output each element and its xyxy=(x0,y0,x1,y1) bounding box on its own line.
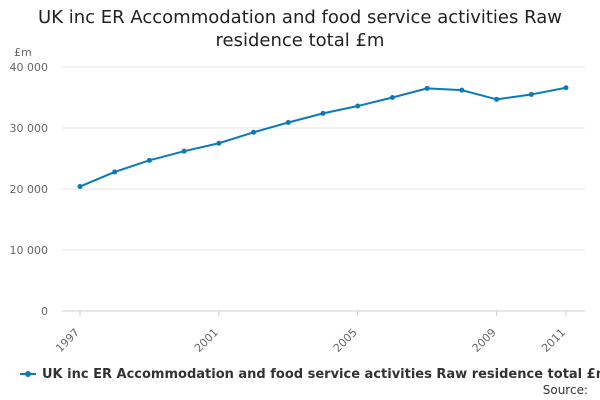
x-tick-label: 2009 xyxy=(470,326,499,355)
data-point xyxy=(216,140,222,146)
source-label: Source: xyxy=(542,383,588,397)
data-point xyxy=(251,129,257,135)
legend-swatch xyxy=(20,371,36,377)
data-point xyxy=(389,95,395,100)
legend-label: UK inc ER Accommodation and food service… xyxy=(42,366,600,382)
x-axis-ticks: 1997 2001 2005 2009 2011 xyxy=(53,311,568,355)
series-line xyxy=(79,86,567,188)
x-tick-label: 2005 xyxy=(331,326,360,355)
data-point xyxy=(320,110,326,116)
data-point xyxy=(494,96,500,102)
y-tick-label: 0 xyxy=(41,305,48,318)
y-tick-label: 20 000 xyxy=(10,183,49,196)
data-point xyxy=(146,157,152,163)
y-tick-label: 10 000 xyxy=(10,244,49,257)
legend[interactable]: UK inc ER Accommodation and food service… xyxy=(20,364,600,384)
x-tick-label: 2001 xyxy=(192,326,221,355)
chart-title: UK inc ER Accommodation and food service… xyxy=(38,7,562,51)
y-axis-ticks: 0 10 000 20 000 30 000 40 000 xyxy=(10,61,49,318)
gridlines xyxy=(62,66,585,312)
y-tick-label: 30 000 xyxy=(10,122,49,135)
data-point xyxy=(459,87,465,93)
data-point xyxy=(77,184,83,190)
data-point xyxy=(563,85,569,91)
x-tick-label: 2011 xyxy=(539,326,568,355)
data-point xyxy=(285,120,291,126)
data-point xyxy=(424,85,430,91)
y-axis-unit-label: £m xyxy=(14,46,32,59)
x-tick-label: 1997 xyxy=(53,326,82,355)
data-point xyxy=(528,91,534,97)
data-point xyxy=(355,103,361,109)
data-point xyxy=(181,148,187,154)
series-layer xyxy=(77,85,569,190)
data-point xyxy=(112,169,118,175)
y-tick-label: 40 000 xyxy=(10,61,49,74)
